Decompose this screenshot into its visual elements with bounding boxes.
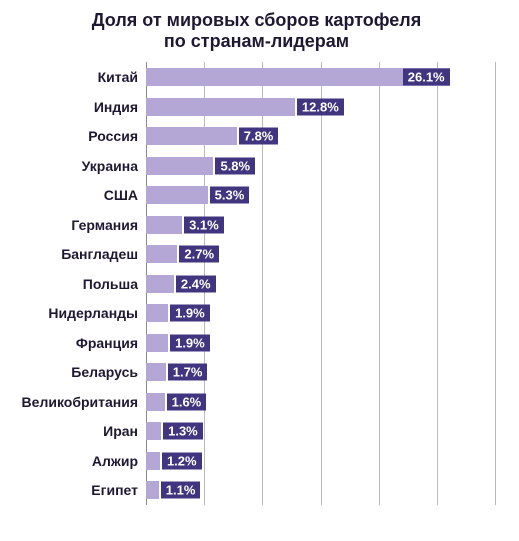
bar-value: 1.1%	[161, 482, 201, 499]
bar-value: 26.1%	[403, 69, 450, 86]
y-label: Франция	[18, 328, 146, 358]
bar-value: 1.6%	[167, 393, 207, 410]
plot-area: КитайИндияРоссияУкраинаСШАГерманияБангла…	[18, 62, 495, 505]
y-label: Египет	[18, 475, 146, 505]
bar: 1.9%	[146, 334, 168, 352]
bar: 2.7%	[146, 245, 177, 263]
bar: 2.4%	[146, 275, 174, 293]
y-label: Россия	[18, 121, 146, 151]
bar: 1.2%	[146, 452, 160, 470]
bar-value: 5.3%	[210, 187, 250, 204]
bar-value: 12.8%	[297, 98, 344, 115]
bar-value: 5.8%	[215, 157, 255, 174]
y-label: Украина	[18, 151, 146, 181]
y-label: Бангладеш	[18, 239, 146, 269]
bar: 1.3%	[146, 422, 161, 440]
gridline	[495, 62, 496, 505]
bar-chart: Доля от мировых сборов картофеля по стра…	[0, 0, 519, 541]
plot-canvas: 26.1%12.8%7.8%5.8%5.3%3.1%2.7%2.4%1.9%1.…	[146, 62, 495, 505]
bar: 1.1%	[146, 481, 159, 499]
bar-value: 1.9%	[170, 334, 210, 351]
bar: 12.8%	[146, 98, 295, 116]
y-label: Алжир	[18, 446, 146, 476]
y-label: США	[18, 180, 146, 210]
y-label: Германия	[18, 210, 146, 240]
bar: 5.8%	[146, 157, 213, 175]
bar: 7.8%	[146, 127, 237, 145]
bar-value: 2.4%	[176, 275, 216, 292]
y-label: Польша	[18, 269, 146, 299]
bar-value: 2.7%	[179, 246, 219, 263]
y-label: Китай	[18, 62, 146, 92]
y-label: Беларусь	[18, 357, 146, 387]
bar: 1.6%	[146, 393, 165, 411]
bar: 1.7%	[146, 363, 166, 381]
bar-value: 1.2%	[162, 452, 202, 469]
bar-value: 1.9%	[170, 305, 210, 322]
bars-group: 26.1%12.8%7.8%5.8%5.3%3.1%2.7%2.4%1.9%1.…	[146, 62, 495, 505]
y-label: Великобритания	[18, 387, 146, 417]
bar-value: 3.1%	[184, 216, 224, 233]
y-axis-labels: КитайИндияРоссияУкраинаСШАГерманияБангла…	[18, 62, 146, 505]
bar: 3.1%	[146, 216, 182, 234]
bar-value: 1.7%	[168, 364, 208, 381]
y-label: Иран	[18, 416, 146, 446]
chart-title: Доля от мировых сборов картофеля по стра…	[18, 10, 495, 52]
bar: 26.1%	[146, 68, 450, 86]
bar-value: 7.8%	[239, 128, 279, 145]
y-label: Индия	[18, 92, 146, 122]
bar: 1.9%	[146, 304, 168, 322]
y-label: Нидерланды	[18, 298, 146, 328]
bar-value: 1.3%	[163, 423, 203, 440]
bar: 5.3%	[146, 186, 208, 204]
